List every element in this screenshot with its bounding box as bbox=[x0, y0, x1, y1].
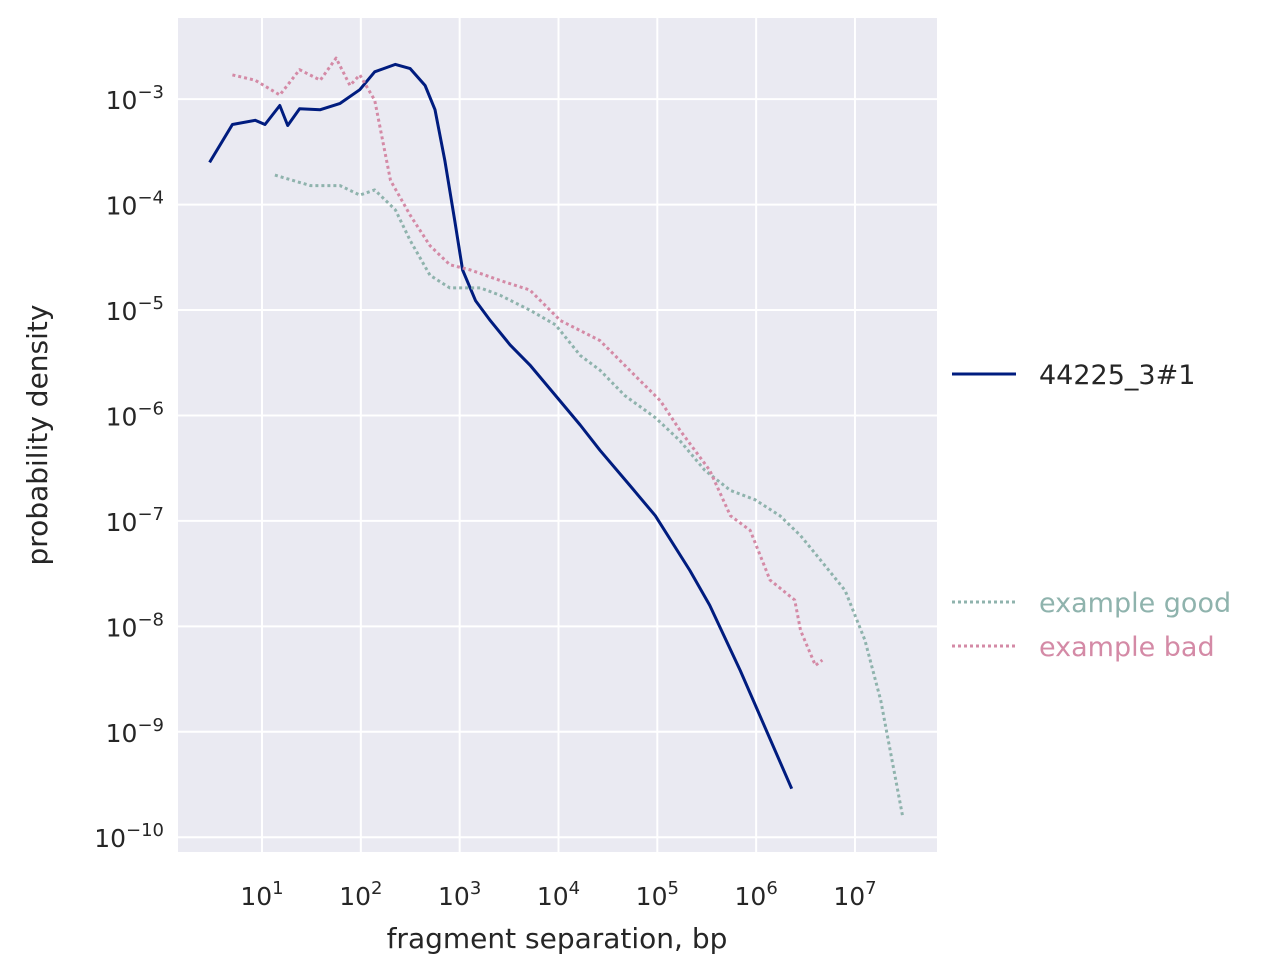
series-line-0 bbox=[208, 62, 794, 790]
series-lines bbox=[208, 56, 904, 816]
x-tick-label: 102 bbox=[339, 878, 382, 911]
x-tick-label: 104 bbox=[537, 878, 580, 911]
y-tick-labels: 10−3 10−4 10−5 10−6 10−7 10−8 10−9 10−10 bbox=[94, 82, 164, 853]
series-line-2 bbox=[232, 56, 824, 667]
y-tick-label: 10−6 bbox=[106, 398, 164, 431]
legend-label: 44225_3#1 bbox=[1039, 360, 1195, 391]
x-tick-label: 103 bbox=[438, 878, 481, 911]
y-tick-label: 10−8 bbox=[106, 609, 164, 642]
y-tick-label: 10−10 bbox=[94, 820, 164, 853]
legend-label: example good bbox=[1039, 588, 1231, 619]
series-line-1 bbox=[274, 173, 904, 816]
y-tick-label: 10−3 bbox=[106, 82, 164, 115]
y-tick-label: 10−7 bbox=[106, 504, 164, 537]
y-tick-label: 10−5 bbox=[106, 293, 164, 326]
y-tick-label: 10−9 bbox=[106, 715, 164, 748]
y-axis-label: probability density bbox=[21, 305, 54, 566]
x-tick-label: 101 bbox=[240, 878, 283, 911]
x-tick-label: 105 bbox=[636, 878, 679, 911]
x-axis-label: fragment separation, bp bbox=[387, 922, 728, 955]
x-tick-label: 106 bbox=[735, 878, 778, 911]
x-tick-label: 107 bbox=[833, 878, 876, 911]
x-tick-labels: 101 102 103 104 105 106 107 bbox=[240, 878, 876, 911]
y-tick-label: 10−4 bbox=[106, 188, 164, 221]
grid bbox=[178, 18, 937, 852]
legend-label: example bad bbox=[1039, 632, 1215, 663]
